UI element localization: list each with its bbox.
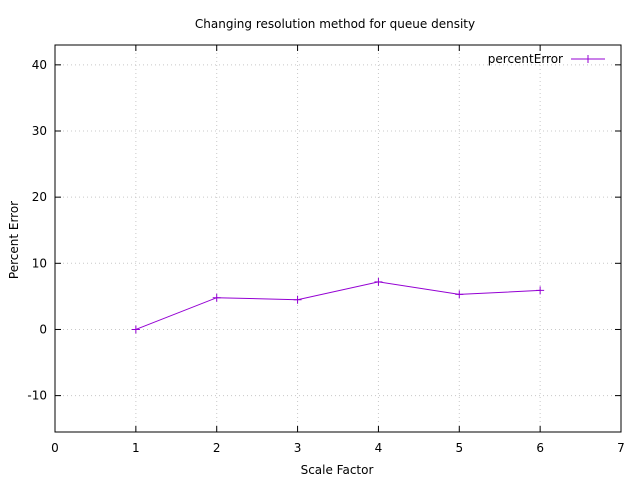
chart-title: Changing resolution method for queue den… (195, 17, 475, 31)
data-point (455, 290, 464, 299)
x-tick-label: 6 (536, 441, 544, 455)
x-tick-label: 7 (617, 441, 625, 455)
y-tick-label: -10 (27, 389, 47, 403)
legend-marker (584, 55, 592, 63)
plot-frame (54, 44, 622, 433)
data-point (212, 293, 221, 302)
x-tick-label: 2 (213, 441, 221, 455)
data-point (293, 295, 302, 304)
legend: percentError (488, 52, 605, 66)
x-axis-label: Scale Factor (301, 463, 374, 477)
grid-lines (55, 45, 621, 432)
series-group (131, 277, 545, 334)
y-tick-label: 30 (32, 124, 47, 138)
data-point (374, 277, 383, 286)
y-axis-label: Percent Error (7, 201, 21, 279)
x-tick-label: 1 (132, 441, 140, 455)
y-tick-label: 0 (39, 322, 47, 336)
series-line (135, 281, 541, 330)
x-tick-label: 0 (51, 441, 59, 455)
y-tick-label: 40 (32, 58, 47, 72)
y-axis-ticks: -10 0 10 20 30 40 (27, 58, 621, 403)
y-tick-label: 20 (32, 190, 47, 204)
x-tick-label: 5 (455, 441, 463, 455)
x-tick-label: 4 (375, 441, 383, 455)
x-axis-ticks: 0 1 2 3 4 5 6 7 (51, 45, 625, 455)
legend-label: percentError (488, 52, 563, 66)
data-point (536, 286, 545, 295)
x-tick-label: 3 (294, 441, 302, 455)
data-point (131, 325, 140, 334)
y-tick-label: 10 (32, 256, 47, 270)
